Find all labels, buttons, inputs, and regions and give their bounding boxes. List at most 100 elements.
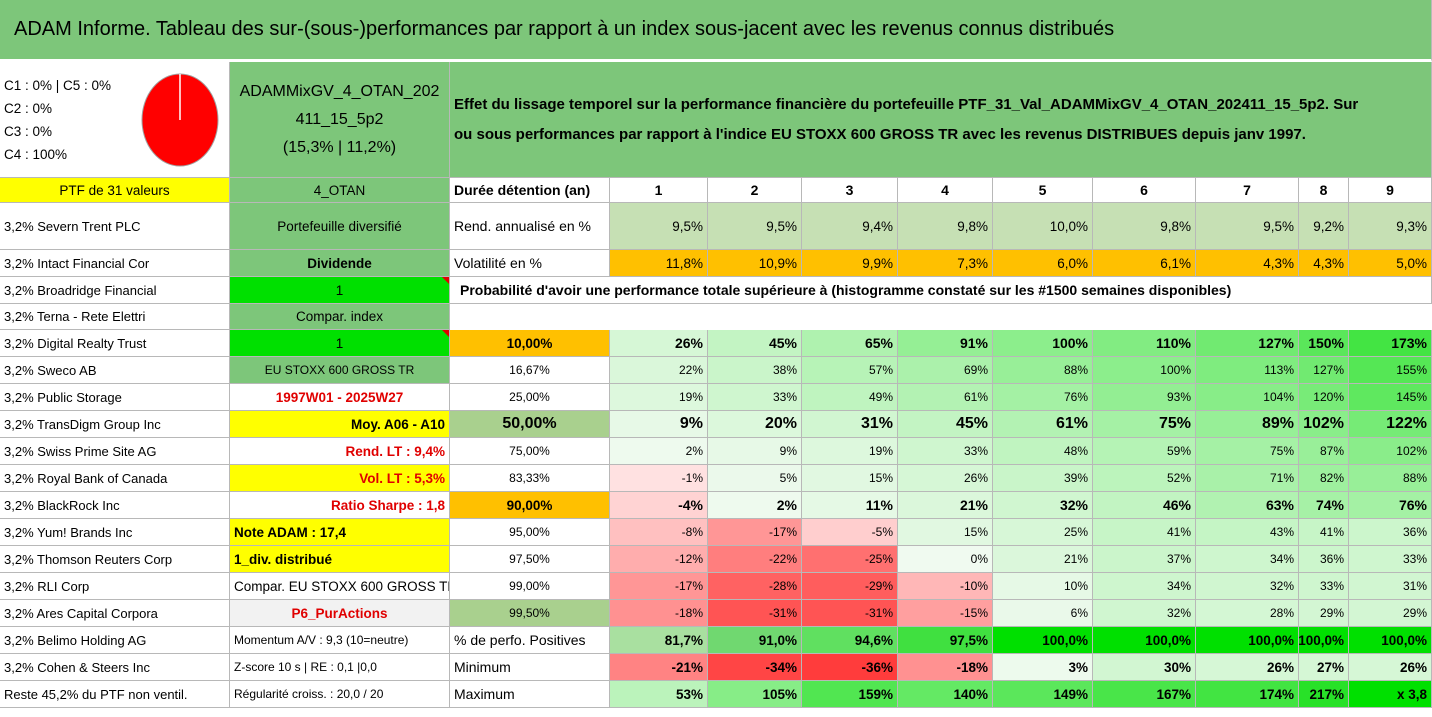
stat-value[interactable]: 149% bbox=[993, 681, 1093, 708]
stat-value[interactable]: 100,0% bbox=[1093, 627, 1196, 654]
holding-row[interactable]: 3,2% Intact Financial Cor bbox=[0, 250, 230, 277]
vol-value[interactable]: 4,3% bbox=[1299, 250, 1349, 277]
quantile-value[interactable]: 25% bbox=[993, 519, 1093, 546]
quantile-value[interactable]: 33% bbox=[1299, 573, 1349, 600]
quantile-value[interactable]: 61% bbox=[993, 411, 1093, 438]
quantile-value[interactable]: 9% bbox=[610, 411, 708, 438]
quantile-value[interactable]: 76% bbox=[1349, 492, 1432, 519]
holding-row[interactable]: 3,2% TransDigm Group Inc bbox=[0, 411, 230, 438]
vol-value[interactable]: 7,3% bbox=[898, 250, 993, 277]
quantile-value[interactable]: 65% bbox=[802, 330, 898, 357]
year-header[interactable]: 9 bbox=[1349, 178, 1432, 203]
stat-value[interactable]: 97,5% bbox=[898, 627, 993, 654]
quantile-value[interactable]: 15% bbox=[898, 519, 993, 546]
stat-value[interactable]: 26% bbox=[1196, 654, 1299, 681]
quantile-label[interactable]: 97,50% bbox=[450, 546, 610, 573]
holding-duration-label[interactable]: Durée détention (an) bbox=[450, 178, 610, 203]
quantile-value[interactable]: 22% bbox=[610, 357, 708, 384]
stat-value[interactable]: 81,7% bbox=[610, 627, 708, 654]
quantile-value[interactable]: -15% bbox=[898, 600, 993, 627]
quantile-value[interactable]: 87% bbox=[1299, 438, 1349, 465]
empty-row[interactable] bbox=[610, 600, 1432, 627]
quantile-value[interactable]: 15% bbox=[802, 465, 898, 492]
year-header[interactable]: 6 bbox=[1093, 178, 1196, 203]
quantile-value[interactable]: 49% bbox=[802, 384, 898, 411]
quantile-value[interactable]: 110% bbox=[1093, 330, 1196, 357]
quantile-value[interactable]: 100% bbox=[993, 330, 1093, 357]
quantile-value[interactable]: 88% bbox=[993, 357, 1093, 384]
quantile-value[interactable]: 38% bbox=[708, 357, 802, 384]
info-cell[interactable]: Ratio Sharpe : 1,8 bbox=[230, 492, 450, 519]
rend-label[interactable]: Rend. annualisé en % bbox=[450, 203, 610, 250]
info-cell[interactable]: EU STOXX 600 GROSS TR bbox=[230, 357, 450, 384]
quantile-value[interactable]: 150% bbox=[1299, 330, 1349, 357]
rend-value[interactable]: 9,5% bbox=[1196, 203, 1299, 250]
quantile-value[interactable]: -12% bbox=[610, 546, 708, 573]
quantile-value[interactable]: 74% bbox=[1299, 492, 1349, 519]
quantile-value[interactable]: 11% bbox=[802, 492, 898, 519]
stat-label[interactable]: Minimum bbox=[450, 654, 610, 681]
info-cell[interactable]: Régularité croiss. : 20,0 / 20 bbox=[230, 681, 450, 708]
holding-row[interactable]: 3,2% Sweco AB bbox=[0, 357, 230, 384]
info-cell[interactable]: Compar. index bbox=[230, 304, 450, 330]
quantile-value[interactable]: 33% bbox=[708, 384, 802, 411]
stat-value[interactable]: -21% bbox=[610, 654, 708, 681]
stat-value[interactable]: 105% bbox=[708, 681, 802, 708]
year-header[interactable]: 5 bbox=[993, 178, 1093, 203]
quantile-value[interactable]: 69% bbox=[898, 357, 993, 384]
quantile-value[interactable]: -8% bbox=[610, 519, 708, 546]
quantile-value[interactable]: 26% bbox=[610, 330, 708, 357]
quantile-value[interactable]: 10% bbox=[993, 573, 1093, 600]
quantile-value[interactable]: 127% bbox=[1196, 330, 1299, 357]
quantile-value[interactable]: -28% bbox=[708, 573, 802, 600]
quantile-value[interactable]: 46% bbox=[1093, 492, 1196, 519]
quantile-value[interactable]: 29% bbox=[1299, 600, 1349, 627]
stat-value[interactable]: 100,0% bbox=[1196, 627, 1299, 654]
holding-row[interactable]: 3,2% Belimo Holding AG bbox=[0, 627, 230, 654]
quantile-value[interactable]: -29% bbox=[802, 573, 898, 600]
quantile-label[interactable]: 83,33% bbox=[450, 465, 610, 492]
quantile-value[interactable]: -5% bbox=[802, 519, 898, 546]
rend-value[interactable]: 9,2% bbox=[1299, 203, 1349, 250]
quantile-value[interactable]: 91% bbox=[898, 330, 993, 357]
stat-value[interactable]: 100,0% bbox=[1349, 627, 1432, 654]
holding-row[interactable]: Reste 45,2% du PTF non ventil. bbox=[0, 681, 230, 708]
stat-value[interactable]: 27% bbox=[1299, 654, 1349, 681]
quantile-value[interactable]: 37% bbox=[1093, 546, 1196, 573]
holding-row[interactable]: 3,2% Swiss Prime Site AG bbox=[0, 438, 230, 465]
quantile-value[interactable]: 127% bbox=[1299, 357, 1349, 384]
vol-label[interactable]: Volatilité en % bbox=[450, 250, 610, 277]
info-cell[interactable]: Moy. A06 - A10 bbox=[230, 411, 450, 438]
info-cell[interactable]: Momentum A/V : 9,3 (10=neutre) bbox=[230, 627, 450, 654]
year-header[interactable]: 1 bbox=[610, 178, 708, 203]
vol-value[interactable]: 6,0% bbox=[993, 250, 1093, 277]
stat-value[interactable]: 100,0% bbox=[1299, 627, 1349, 654]
quantile-value[interactable]: 102% bbox=[1349, 438, 1432, 465]
quantile-value[interactable]: 45% bbox=[898, 411, 993, 438]
rend-value[interactable]: 9,8% bbox=[898, 203, 993, 250]
quantile-value[interactable]: -4% bbox=[610, 492, 708, 519]
quantile-value[interactable]: 48% bbox=[993, 438, 1093, 465]
stat-value[interactable]: -36% bbox=[802, 654, 898, 681]
quantile-value[interactable]: 122% bbox=[1349, 411, 1432, 438]
vol-value[interactable]: 11,8% bbox=[610, 250, 708, 277]
info-cell[interactable]: Compar. EU STOXX 600 GROSS TR bbox=[230, 573, 450, 600]
quantile-value[interactable]: 28% bbox=[1196, 600, 1299, 627]
stat-value[interactable]: 167% bbox=[1093, 681, 1196, 708]
quantile-value[interactable]: 43% bbox=[1196, 519, 1299, 546]
quantile-value[interactable]: 0% bbox=[898, 546, 993, 573]
quantile-value[interactable]: -17% bbox=[610, 573, 708, 600]
stat-value[interactable]: -34% bbox=[708, 654, 802, 681]
stat-value[interactable]: 3% bbox=[993, 654, 1093, 681]
quantile-value[interactable]: 93% bbox=[1093, 384, 1196, 411]
quantile-value[interactable]: 31% bbox=[1349, 573, 1432, 600]
quantile-value[interactable]: 19% bbox=[802, 438, 898, 465]
holding-row[interactable]: 3,2% Cohen & Steers Inc bbox=[0, 654, 230, 681]
quantile-value[interactable]: 63% bbox=[1196, 492, 1299, 519]
vol-value[interactable]: 6,1% bbox=[1093, 250, 1196, 277]
quantile-value[interactable]: 36% bbox=[1299, 546, 1349, 573]
holding-row[interactable]: 3,2% Royal Bank of Canada bbox=[0, 465, 230, 492]
holding-row[interactable]: 3,2% Ares Capital Corpora bbox=[0, 600, 230, 627]
quantile-label[interactable]: 50,00% bbox=[450, 411, 610, 438]
holding-row[interactable]: 3,2% Severn Trent PLC bbox=[0, 203, 230, 250]
